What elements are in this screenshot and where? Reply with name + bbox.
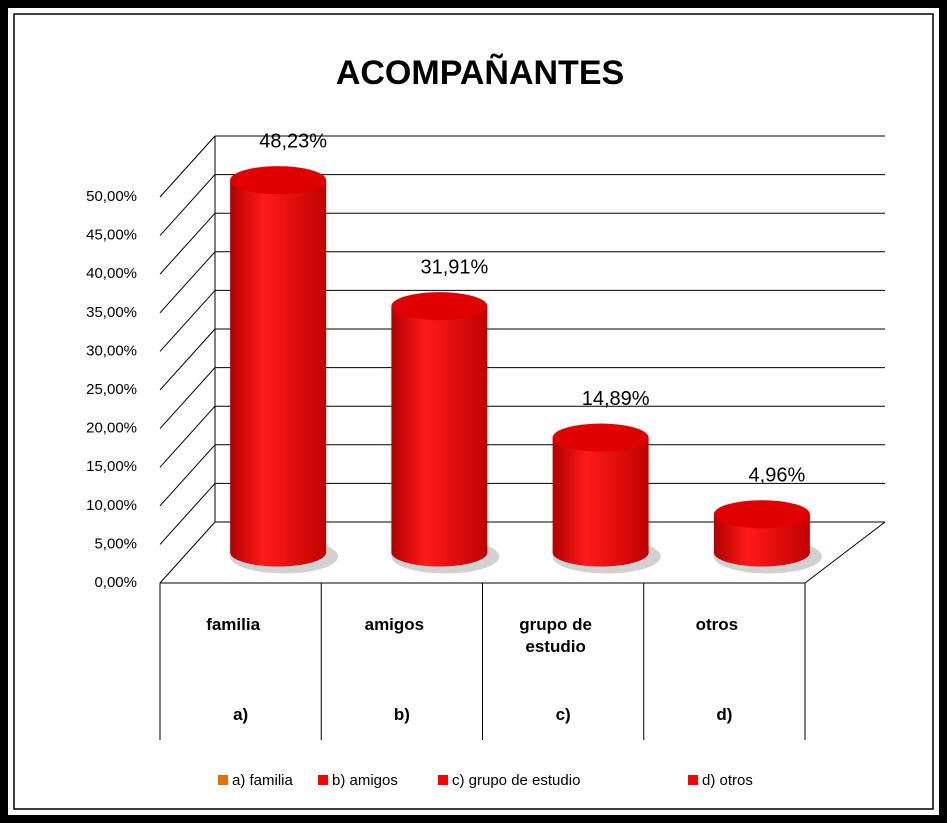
grid-line-side: [159, 367, 216, 429]
bar-bottom: [230, 538, 327, 567]
bar-bottom: [713, 538, 810, 567]
x-subcategory-label: c): [555, 705, 571, 724]
y-tick-label: 20,00%: [86, 420, 137, 437]
grid-line-side: [159, 251, 216, 314]
legend-label: b) amigos: [332, 772, 398, 789]
grid-line-side: [159, 135, 216, 198]
grid-line-side: [159, 483, 216, 545]
y-tick-label: 45,00%: [86, 227, 137, 244]
legend-swatch: [688, 775, 698, 785]
x-tick-label: otros: [695, 615, 739, 634]
chart-title: ACOMPAÑANTES: [336, 54, 624, 92]
x-tick-label: amigos: [364, 615, 425, 634]
y-tick-label: 5,00%: [94, 535, 137, 552]
grid-line-side: [159, 290, 216, 352]
y-tick-label: 10,00%: [86, 497, 137, 514]
bar-bottom: [552, 538, 649, 567]
bar-bottom: [391, 538, 488, 567]
x-subcategory-label: a): [233, 705, 249, 724]
legend-label: a) familia: [232, 772, 294, 789]
x-subcategory-label: b): [393, 705, 410, 724]
y-tick-label: 40,00%: [86, 265, 137, 282]
x-tick-label: grupo de estudio: [519, 615, 592, 656]
y-tick-label: 50,00%: [86, 188, 137, 205]
bar-top: [552, 423, 649, 452]
legend-swatch: [218, 775, 228, 785]
bar-top: [391, 292, 488, 321]
data-label: 48,23%: [259, 130, 327, 152]
grid-line-side: [159, 444, 216, 507]
bar: [552, 437, 649, 553]
floor-right: [804, 521, 886, 584]
grid-line-side: [159, 174, 216, 236]
y-tick-label: 30,00%: [86, 342, 137, 359]
y-tick-label: 25,00%: [86, 381, 137, 398]
x-tick-label: familia: [206, 615, 261, 634]
legend-label: d) otros: [702, 772, 753, 789]
legend-swatch: [438, 775, 448, 785]
legend-label: c) grupo de estudio: [452, 772, 580, 789]
data-label: 31,91%: [420, 256, 488, 278]
bar: [230, 180, 327, 553]
grid-line-side: [159, 328, 216, 391]
frame-line: [13, 13, 934, 810]
legend-swatch: [318, 775, 328, 785]
y-tick-label: 0,00%: [94, 574, 137, 591]
bar-top: [713, 500, 810, 529]
bar: [391, 306, 488, 553]
y-tick-label: 15,00%: [86, 458, 137, 475]
grid-line-side: [159, 212, 216, 275]
grid-line-side: [159, 521, 216, 584]
data-label: 14,89%: [582, 388, 650, 410]
x-subcategory-label: d): [716, 705, 733, 724]
y-tick-label: 35,00%: [86, 304, 137, 321]
bar-top: [230, 166, 327, 195]
grid-line-side: [159, 405, 216, 468]
data-label: 4,96%: [749, 464, 806, 486]
